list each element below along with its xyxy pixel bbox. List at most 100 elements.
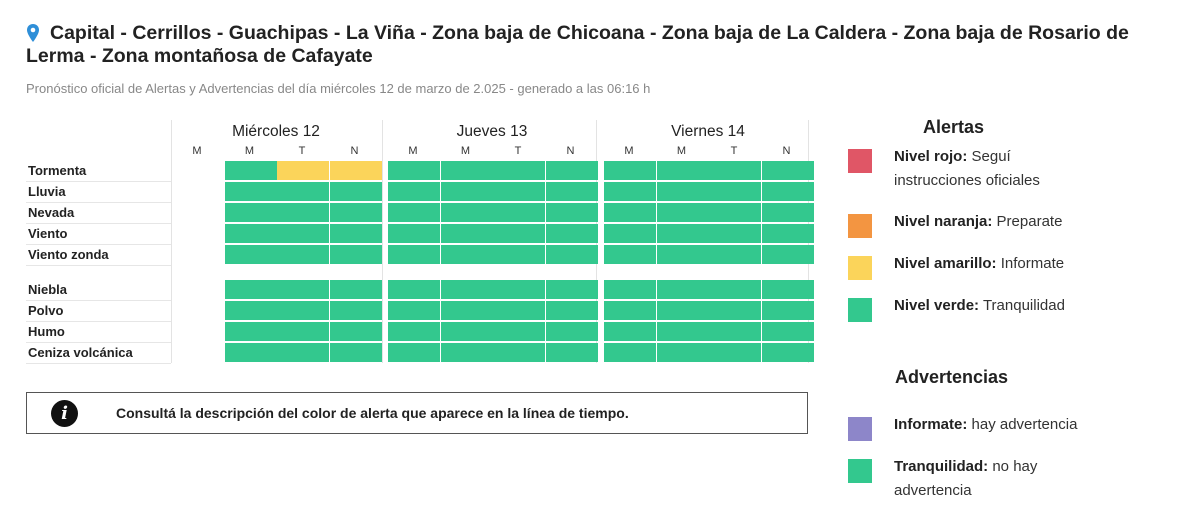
alert-cell[interactable] xyxy=(440,203,493,222)
alert-cell[interactable] xyxy=(709,301,761,320)
alert-cell[interactable] xyxy=(440,161,493,180)
alert-cell[interactable] xyxy=(224,182,277,201)
alert-cell[interactable] xyxy=(493,280,545,299)
alert-cell[interactable] xyxy=(604,161,656,180)
alert-cell[interactable] xyxy=(545,280,598,299)
alert-cell[interactable] xyxy=(440,280,493,299)
alert-cell[interactable] xyxy=(709,203,761,222)
alert-cell[interactable] xyxy=(709,182,761,201)
alert-cell[interactable] xyxy=(493,301,545,320)
alert-cell[interactable] xyxy=(761,203,814,222)
alert-cell[interactable] xyxy=(224,322,277,341)
alert-cell[interactable] xyxy=(277,224,329,243)
alert-cell[interactable] xyxy=(761,182,814,201)
alert-cell[interactable] xyxy=(604,182,656,201)
alert-cell[interactable] xyxy=(224,203,277,222)
alert-cell[interactable] xyxy=(224,245,277,264)
alert-cell[interactable] xyxy=(224,161,277,180)
alert-cell[interactable] xyxy=(761,280,814,299)
alert-cell[interactable] xyxy=(493,245,545,264)
alert-cell[interactable] xyxy=(604,343,656,362)
alert-cell[interactable] xyxy=(493,182,545,201)
alert-cell[interactable] xyxy=(604,322,656,341)
alert-cell[interactable] xyxy=(709,322,761,341)
alert-cell[interactable] xyxy=(545,182,598,201)
alert-cell[interactable] xyxy=(440,343,493,362)
alert-cell[interactable] xyxy=(440,245,493,264)
alert-cell[interactable] xyxy=(493,203,545,222)
alert-cell[interactable] xyxy=(493,224,545,243)
alert-cell[interactable] xyxy=(277,203,329,222)
alert-cell[interactable] xyxy=(656,245,709,264)
alert-cell[interactable] xyxy=(329,280,382,299)
legend-swatch xyxy=(848,149,872,173)
alert-cell[interactable] xyxy=(604,203,656,222)
alert-cell[interactable] xyxy=(709,343,761,362)
alert-cell[interactable] xyxy=(277,322,329,341)
alert-cell[interactable] xyxy=(440,301,493,320)
alert-cell[interactable] xyxy=(656,343,709,362)
alert-cell[interactable] xyxy=(761,301,814,320)
alert-cell[interactable] xyxy=(761,224,814,243)
alert-cell[interactable] xyxy=(545,245,598,264)
alert-cell[interactable] xyxy=(224,280,277,299)
alert-cell[interactable] xyxy=(388,224,440,243)
alert-cell[interactable] xyxy=(440,182,493,201)
alert-cell[interactable] xyxy=(761,161,814,180)
alert-cell[interactable] xyxy=(329,182,382,201)
alert-cell[interactable] xyxy=(329,161,382,180)
alert-cell[interactable] xyxy=(545,161,598,180)
alert-cell[interactable] xyxy=(493,161,545,180)
alert-cell[interactable] xyxy=(604,280,656,299)
alert-cell[interactable] xyxy=(224,301,277,320)
alert-cell[interactable] xyxy=(440,322,493,341)
alert-cell[interactable] xyxy=(224,343,277,362)
alert-cell[interactable] xyxy=(493,343,545,362)
alert-cell[interactable] xyxy=(709,161,761,180)
alert-cell[interactable] xyxy=(761,322,814,341)
alert-cell[interactable] xyxy=(545,224,598,243)
alert-cell[interactable] xyxy=(656,322,709,341)
alert-cell[interactable] xyxy=(545,322,598,341)
alert-cell[interactable] xyxy=(224,224,277,243)
alert-cell[interactable] xyxy=(656,224,709,243)
alert-cell[interactable] xyxy=(761,245,814,264)
alert-cell[interactable] xyxy=(277,161,329,180)
alert-cell[interactable] xyxy=(656,301,709,320)
alert-cell[interactable] xyxy=(604,301,656,320)
alert-cell[interactable] xyxy=(545,301,598,320)
alert-cell[interactable] xyxy=(388,245,440,264)
alert-cell[interactable] xyxy=(656,203,709,222)
alert-cell[interactable] xyxy=(493,322,545,341)
alert-cell[interactable] xyxy=(388,280,440,299)
alert-cell[interactable] xyxy=(388,301,440,320)
alert-cell[interactable] xyxy=(656,280,709,299)
alert-cell[interactable] xyxy=(329,301,382,320)
alert-cell[interactable] xyxy=(545,203,598,222)
alert-cell[interactable] xyxy=(388,161,440,180)
alert-cell[interactable] xyxy=(604,224,656,243)
alert-cell[interactable] xyxy=(329,203,382,222)
alert-cell[interactable] xyxy=(604,245,656,264)
alert-cell[interactable] xyxy=(709,280,761,299)
alert-cell[interactable] xyxy=(388,322,440,341)
alert-cell[interactable] xyxy=(709,245,761,264)
alert-cell[interactable] xyxy=(388,203,440,222)
alert-cell[interactable] xyxy=(440,224,493,243)
alert-cell[interactable] xyxy=(329,322,382,341)
alert-cell[interactable] xyxy=(329,343,382,362)
alert-cell[interactable] xyxy=(329,245,382,264)
alert-cell[interactable] xyxy=(277,301,329,320)
alert-cell[interactable] xyxy=(709,224,761,243)
alert-cell[interactable] xyxy=(656,161,709,180)
alert-cell[interactable] xyxy=(277,280,329,299)
alert-cell[interactable] xyxy=(329,224,382,243)
alert-cell[interactable] xyxy=(277,343,329,362)
alert-cell[interactable] xyxy=(277,245,329,264)
alert-cell[interactable] xyxy=(545,343,598,362)
alert-cell[interactable] xyxy=(656,182,709,201)
alert-cell[interactable] xyxy=(277,182,329,201)
alert-cell[interactable] xyxy=(761,343,814,362)
alert-cell[interactable] xyxy=(388,182,440,201)
alert-cell[interactable] xyxy=(388,343,440,362)
